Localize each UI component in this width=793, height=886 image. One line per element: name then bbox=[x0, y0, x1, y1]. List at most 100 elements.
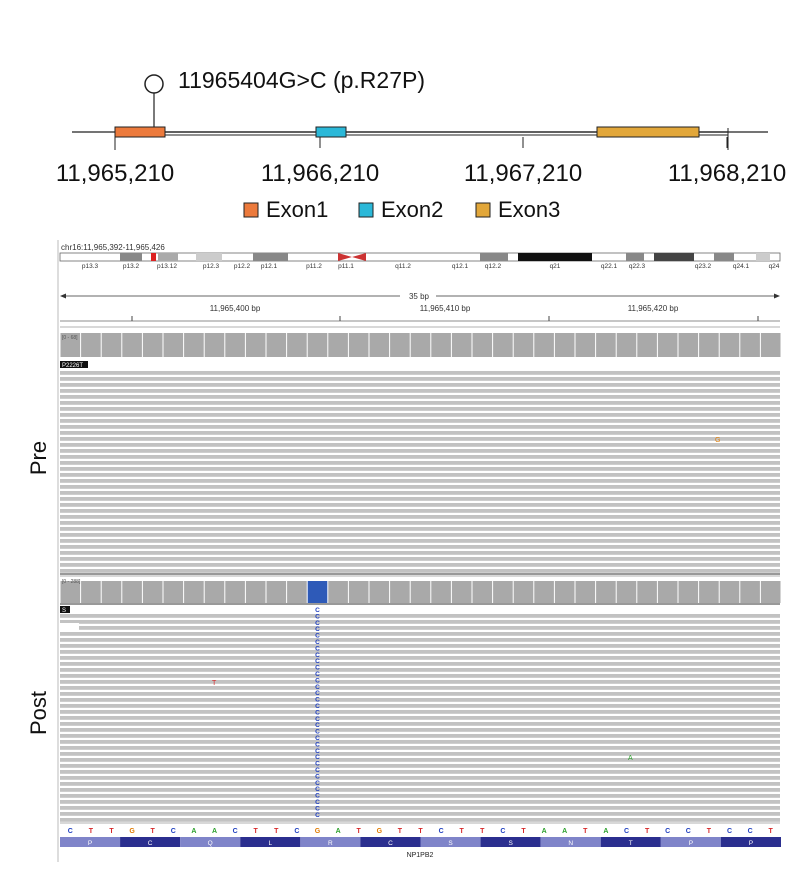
sequence-base: A bbox=[191, 828, 196, 835]
band-label: p13.2 bbox=[123, 263, 140, 270]
sequence-base: T bbox=[707, 828, 712, 835]
coverage-bar-variant bbox=[307, 581, 328, 603]
mismatch-base: A bbox=[628, 755, 633, 762]
read bbox=[60, 686, 780, 690]
post-reads bbox=[60, 614, 780, 822]
band-label: p11.1 bbox=[338, 263, 354, 270]
coverage-bar bbox=[596, 581, 616, 603]
coverage-bar bbox=[760, 581, 781, 603]
read bbox=[60, 539, 780, 543]
sequence-base: T bbox=[89, 828, 94, 835]
band-label: q24.1 bbox=[733, 263, 750, 270]
read bbox=[60, 770, 780, 774]
read bbox=[60, 698, 780, 702]
variant-base: C bbox=[315, 799, 320, 806]
read bbox=[60, 467, 780, 471]
coverage-bar bbox=[678, 581, 699, 603]
axis-ticks bbox=[114, 137, 728, 148]
variant-base: C bbox=[315, 793, 320, 800]
amino-acid-label: P bbox=[749, 840, 753, 847]
mismatch-base: T bbox=[212, 680, 217, 687]
coverage-bar bbox=[451, 581, 472, 603]
coverage-bar bbox=[369, 581, 390, 603]
read bbox=[60, 557, 780, 561]
read bbox=[60, 710, 780, 714]
sequence-base: C bbox=[624, 828, 629, 835]
variant-base: C bbox=[315, 620, 320, 627]
read bbox=[60, 818, 780, 822]
read bbox=[60, 527, 780, 531]
sample-tag-text: S bbox=[62, 608, 66, 614]
read bbox=[60, 734, 780, 738]
band-label: q12.1 bbox=[452, 263, 469, 270]
read bbox=[60, 680, 780, 684]
variant-lollipop bbox=[144, 74, 164, 94]
sequence-base: T bbox=[151, 828, 156, 835]
ruler-label: 11,965,420 bp bbox=[628, 304, 679, 313]
post-track: [0 - 288] S CCCCCCCCCCCCCCCCCCCCCCCCCCCC… bbox=[60, 578, 781, 824]
read bbox=[60, 419, 780, 423]
coverage-bar bbox=[369, 333, 390, 357]
read-gap bbox=[60, 623, 79, 632]
read bbox=[60, 569, 780, 573]
band-label: p13.12 bbox=[157, 263, 177, 270]
read bbox=[60, 806, 780, 810]
variant-base: C bbox=[315, 639, 320, 646]
gene-diagram: 11965404G>C (p.R27P) 11,965,210 11,966,2… bbox=[56, 67, 786, 222]
exon3-box bbox=[596, 126, 700, 138]
variant-base: C bbox=[315, 716, 320, 723]
read bbox=[60, 371, 780, 375]
coverage-bar bbox=[163, 581, 184, 603]
amino-acid-block bbox=[540, 837, 601, 847]
sequence-base: G bbox=[315, 828, 321, 835]
read bbox=[60, 722, 780, 726]
sequence-base: T bbox=[274, 828, 279, 835]
read bbox=[60, 788, 780, 792]
sequence-background bbox=[60, 825, 781, 835]
coverage-bar bbox=[348, 581, 369, 603]
band-labels: p13.3 p13.2 p13.12 p12.3 p12.2 p12.1 p11.2 p11.… bbox=[82, 263, 780, 270]
variant-base: C bbox=[315, 786, 320, 793]
sequence-base: C bbox=[171, 828, 176, 835]
sequence-base: A bbox=[212, 828, 217, 835]
amino-acid-label: Q bbox=[208, 840, 213, 847]
sequence-base: C bbox=[748, 828, 753, 835]
amino-acid-label: S bbox=[508, 840, 513, 847]
coverage-bar bbox=[142, 333, 163, 357]
coverage-bar bbox=[431, 581, 451, 603]
variant-base: C bbox=[315, 761, 320, 768]
amino-acid-label: P bbox=[88, 840, 92, 847]
amino-acid-label: R bbox=[328, 840, 333, 847]
band-label: p12.3 bbox=[203, 263, 220, 270]
ruler-label: 11,965,410 bp bbox=[420, 304, 471, 313]
coverage-bar bbox=[575, 581, 596, 603]
read bbox=[60, 746, 780, 750]
coverage-bar bbox=[699, 581, 719, 603]
amino-acid-label: C bbox=[388, 840, 393, 847]
coverage-bar bbox=[328, 581, 348, 603]
sample-tag bbox=[60, 606, 70, 613]
band-label: q11.2 bbox=[395, 263, 411, 270]
read bbox=[60, 638, 780, 642]
pre-reads bbox=[60, 371, 780, 573]
sample-tag bbox=[60, 361, 88, 368]
sequence-base: C bbox=[439, 828, 444, 835]
read bbox=[60, 656, 780, 660]
coverage-bar bbox=[596, 333, 616, 357]
coverage-bar bbox=[678, 333, 699, 357]
variant-base: C bbox=[315, 697, 320, 704]
read bbox=[60, 437, 780, 441]
coverage-bar bbox=[616, 333, 637, 357]
coverage-range: [0 - 288] bbox=[62, 579, 81, 585]
amino-acid-label: C bbox=[148, 840, 153, 847]
sequence-base: T bbox=[480, 828, 485, 835]
read bbox=[60, 620, 780, 624]
sample-tag-text: P2226T bbox=[62, 363, 83, 369]
band-label: q23.2 bbox=[695, 263, 712, 270]
variant-base: C bbox=[315, 658, 320, 665]
legend-swatch-exon1 bbox=[243, 202, 259, 218]
band-label: q21 bbox=[550, 263, 561, 270]
coverage-bar bbox=[184, 333, 204, 357]
variant-base: C bbox=[315, 665, 320, 672]
